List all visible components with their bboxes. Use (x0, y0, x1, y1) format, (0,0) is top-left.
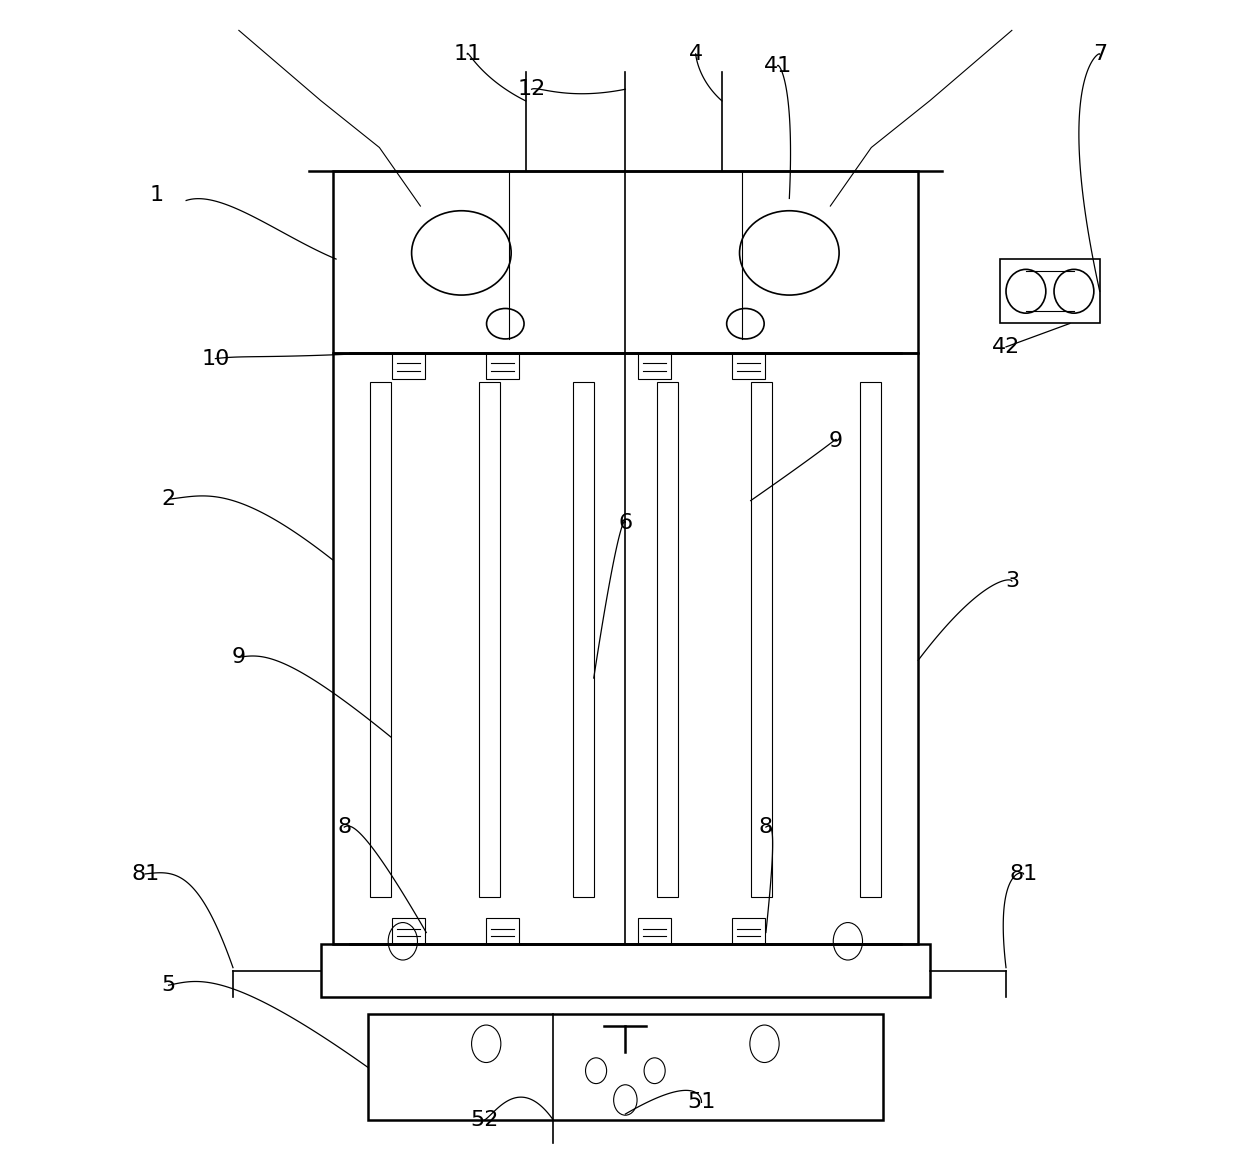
Bar (657, 382, 678, 897)
Bar (638, 352, 672, 378)
Bar (479, 382, 501, 897)
Bar (572, 382, 593, 897)
Text: 42: 42 (992, 337, 1020, 357)
Bar (393, 352, 425, 378)
Text: 10: 10 (201, 349, 229, 369)
Text: 6: 6 (618, 513, 632, 533)
Text: 9: 9 (232, 647, 245, 667)
Text: 41: 41 (763, 56, 792, 76)
Text: 81: 81 (131, 864, 160, 884)
Bar (751, 382, 772, 897)
Bar (1000, 259, 1100, 324)
Text: 8: 8 (337, 817, 352, 837)
Text: 3: 3 (1005, 571, 1018, 592)
Text: 5: 5 (161, 976, 176, 996)
Bar (332, 171, 918, 352)
Bar (321, 944, 930, 997)
Text: 8: 8 (758, 817, 773, 837)
Bar (332, 352, 918, 944)
Bar (732, 352, 764, 378)
Bar (368, 1014, 883, 1120)
Bar (486, 352, 519, 378)
Bar (486, 918, 519, 944)
Bar (860, 382, 881, 897)
Text: 2: 2 (161, 490, 176, 510)
Text: 4: 4 (689, 45, 703, 65)
Text: 7: 7 (1093, 45, 1106, 65)
Text: 52: 52 (471, 1109, 499, 1129)
Bar (638, 918, 672, 944)
Text: 11: 11 (453, 45, 482, 65)
Text: 12: 12 (518, 79, 546, 100)
Bar (370, 382, 392, 897)
Bar (393, 918, 425, 944)
Text: 1: 1 (150, 184, 164, 204)
Text: 9: 9 (829, 431, 844, 451)
Bar (732, 918, 764, 944)
Text: 51: 51 (688, 1092, 716, 1112)
Text: 81: 81 (1010, 864, 1038, 884)
